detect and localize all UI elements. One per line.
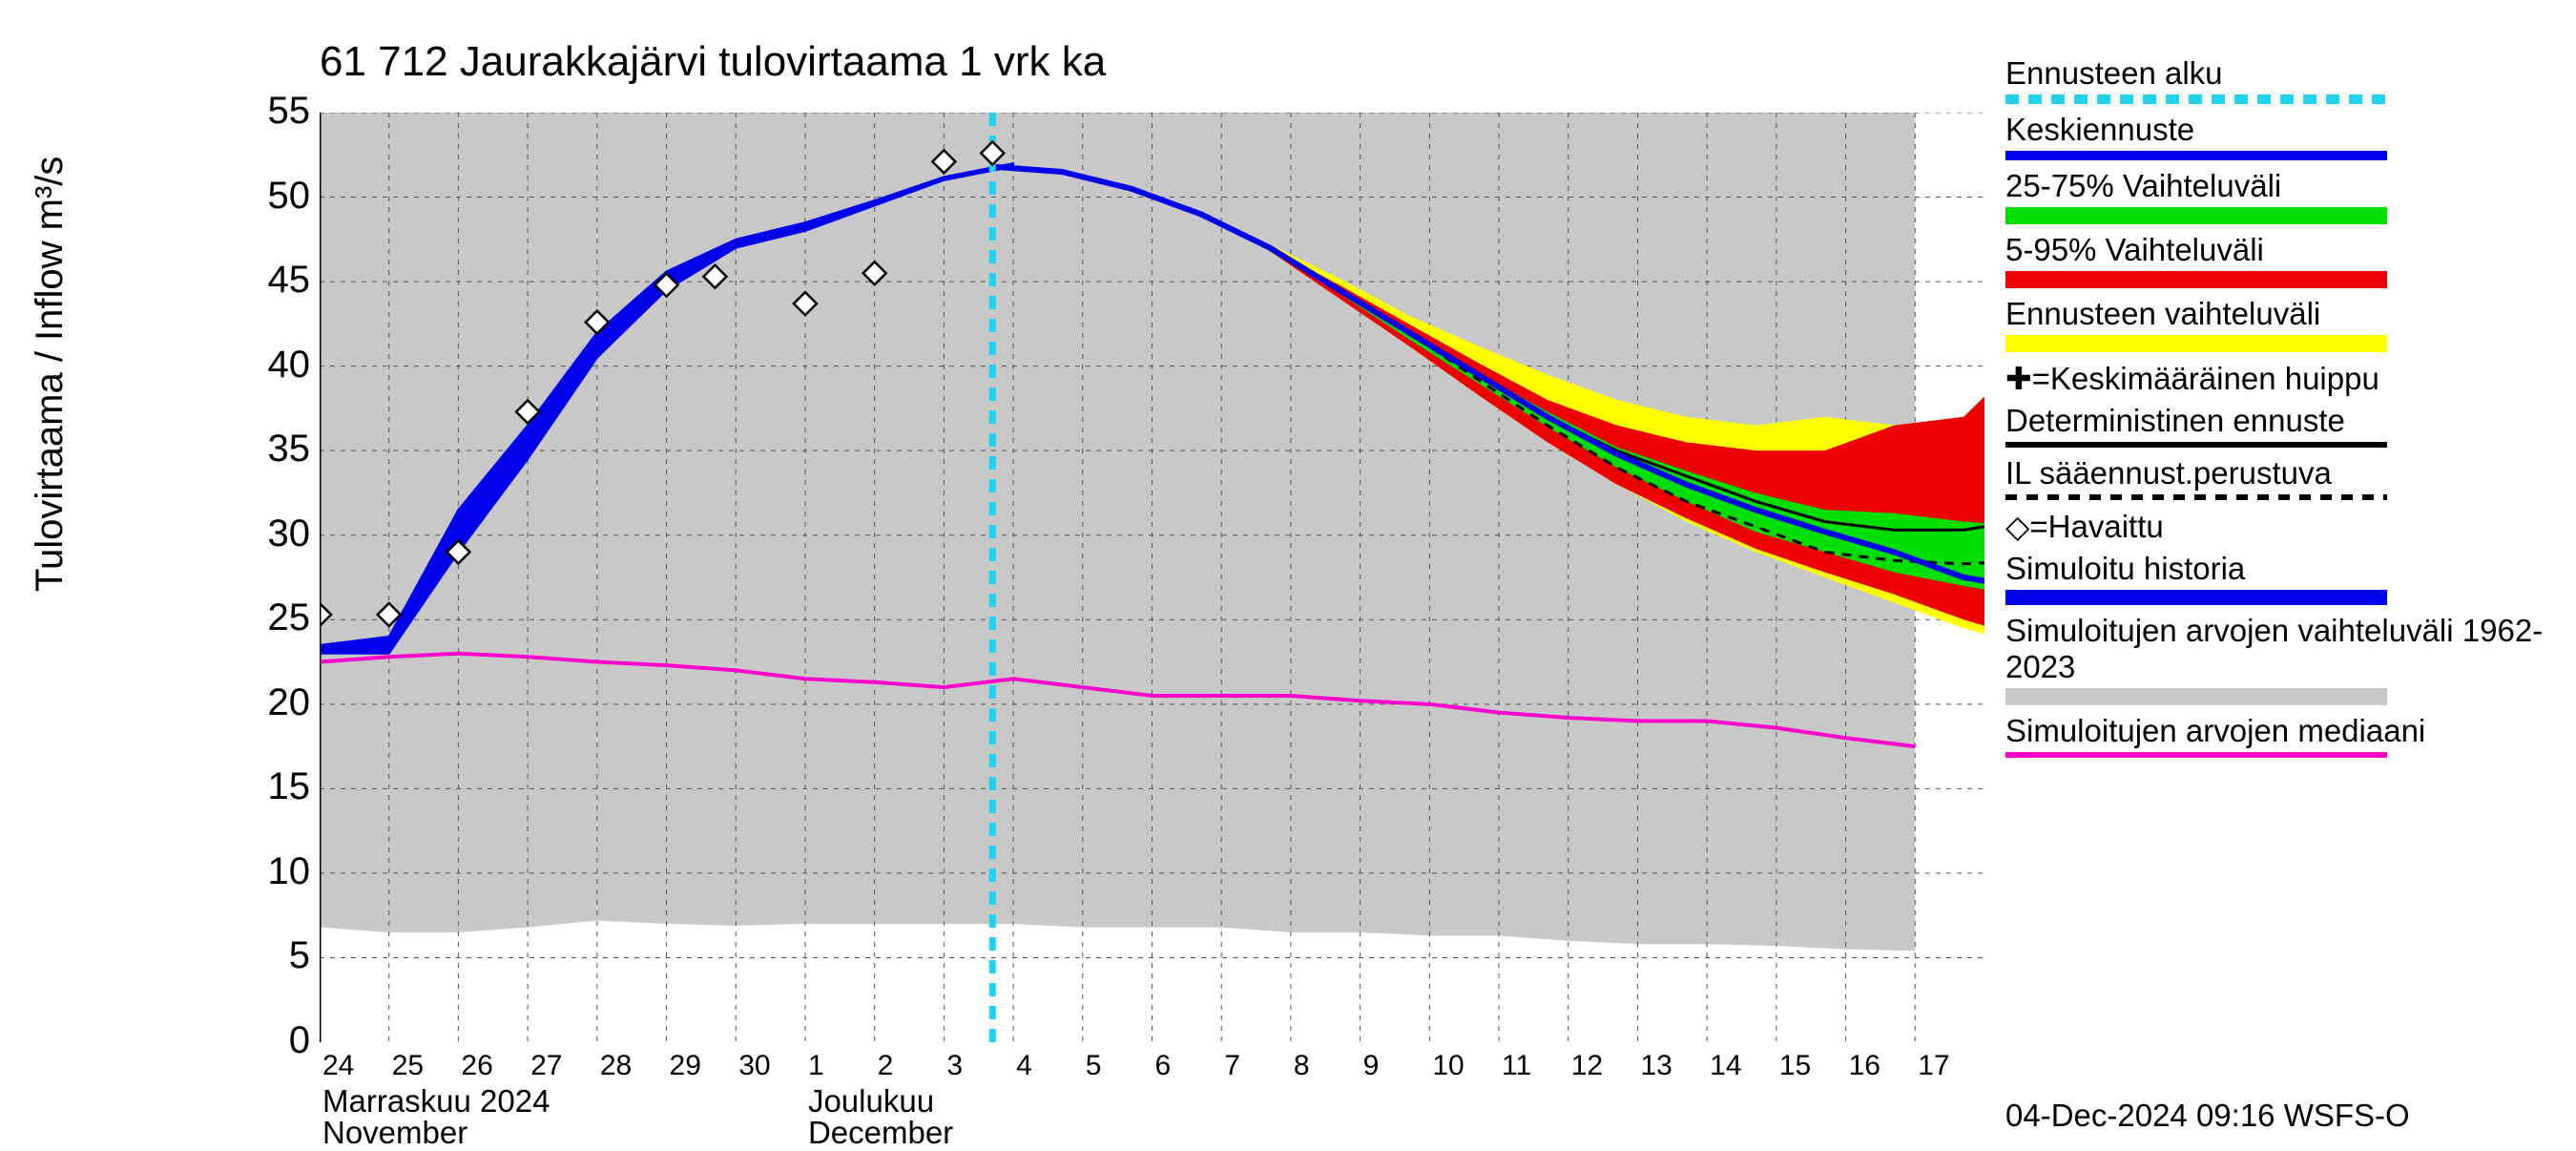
legend: Ennusteen alku Keskiennuste 25-75% Vaihtel… (2005, 55, 2559, 765)
x-tick: 4 (1016, 1050, 1032, 1082)
legend-label: ◇=Havaittu (2005, 508, 2559, 545)
legend-label: Keskiennuste (2005, 112, 2559, 148)
y-tick: 30 (234, 513, 310, 555)
month-label-en: November (322, 1115, 467, 1151)
legend-label: 5-95% Vaihteluväli (2005, 232, 2559, 268)
x-tick: 15 (1779, 1050, 1811, 1082)
x-tick: 1 (808, 1050, 824, 1082)
legend-swatch (2005, 151, 2387, 160)
legend-label: Simuloitu historia (2005, 551, 2559, 587)
x-tick: 10 (1432, 1050, 1464, 1082)
legend-swatch (2005, 94, 2387, 104)
month-label-en: December (808, 1115, 953, 1151)
legend-item: IL sääennust.perustuva (2005, 455, 2559, 500)
y-tick: 0 (234, 1019, 310, 1062)
legend-item: Deterministinen ennuste (2005, 403, 2559, 448)
x-tick: 2 (878, 1050, 894, 1082)
legend-swatch (2005, 207, 2387, 224)
legend-item: Simuloitujen arvojen vaihteluväli 1962-2… (2005, 613, 2559, 705)
chart-container: Tulovirtaama / Inflow m³/s 61 712 Jaurak… (0, 0, 2576, 1145)
legend-item: Ennusteen alku (2005, 55, 2559, 104)
x-tick: 6 (1155, 1050, 1172, 1082)
legend-item: Ennusteen vaihteluväli (2005, 296, 2559, 352)
legend-swatch (2005, 752, 2387, 758)
legend-label: 25-75% Vaihteluväli (2005, 168, 2559, 204)
legend-label: Deterministinen ennuste (2005, 403, 2559, 439)
plot-area (320, 113, 1984, 1042)
y-tick: 20 (234, 681, 310, 724)
legend-item: 5-95% Vaihteluväli (2005, 232, 2559, 288)
x-tick: 30 (738, 1050, 770, 1082)
y-tick: 35 (234, 428, 310, 471)
legend-label: Ennusteen alku (2005, 55, 2559, 92)
y-tick: 15 (234, 765, 310, 808)
hist-band (320, 113, 1915, 951)
legend-item: ✚=Keskimääräinen huippu (2005, 360, 2559, 397)
legend-item: Simuloitujen arvojen mediaani (2005, 713, 2559, 758)
y-tick: 50 (234, 175, 310, 218)
legend-swatch (2005, 335, 2387, 352)
legend-label: Simuloitujen arvojen vaihteluväli 1962-2… (2005, 613, 2559, 685)
x-tick: 14 (1710, 1050, 1741, 1082)
x-tick: 28 (600, 1050, 632, 1082)
y-tick: 25 (234, 596, 310, 639)
x-tick: 29 (670, 1050, 701, 1082)
legend-item: Keskiennuste (2005, 112, 2559, 160)
y-axis-label: Tulovirtaama / Inflow m³/s (29, 157, 72, 592)
x-tick: 26 (461, 1050, 492, 1082)
x-tick: 11 (1502, 1050, 1531, 1082)
x-tick: 12 (1571, 1050, 1603, 1082)
legend-item: Simuloitu historia (2005, 551, 2559, 605)
legend-label: Simuloitujen arvojen mediaani (2005, 713, 2559, 749)
y-tick: 40 (234, 344, 310, 387)
y-tick: 10 (234, 850, 310, 893)
legend-label: IL sääennust.perustuva (2005, 455, 2559, 492)
legend-swatch (2005, 688, 2387, 705)
legend-item: 25-75% Vaihteluväli (2005, 168, 2559, 224)
x-tick: 5 (1086, 1050, 1102, 1082)
x-tick: 9 (1363, 1050, 1380, 1082)
legend-label: Ennusteen vaihteluväli (2005, 296, 2559, 332)
legend-label: ✚=Keskimääräinen huippu (2005, 360, 2559, 397)
timestamp: 04-Dec-2024 09:16 WSFS-O (2005, 1098, 2410, 1134)
x-tick: 13 (1640, 1050, 1672, 1082)
legend-swatch (2005, 442, 2387, 448)
x-tick: 3 (946, 1050, 963, 1082)
x-tick: 16 (1849, 1050, 1880, 1082)
y-tick: 45 (234, 259, 310, 302)
legend-item: ◇=Havaittu (2005, 508, 2559, 545)
legend-swatch (2005, 590, 2387, 605)
y-tick: 55 (234, 90, 310, 133)
chart-title: 61 712 Jaurakkajärvi tulovirtaama 1 vrk … (320, 38, 1106, 86)
plot-svg (320, 113, 1984, 1042)
x-tick: 25 (392, 1050, 424, 1082)
x-tick: 24 (322, 1050, 354, 1082)
x-tick: 7 (1224, 1050, 1240, 1082)
y-tick: 5 (234, 934, 310, 977)
x-tick: 27 (530, 1050, 562, 1082)
x-tick: 8 (1294, 1050, 1310, 1082)
legend-swatch (2005, 271, 2387, 288)
legend-swatch (2005, 494, 2387, 500)
x-tick: 17 (1918, 1050, 1949, 1082)
